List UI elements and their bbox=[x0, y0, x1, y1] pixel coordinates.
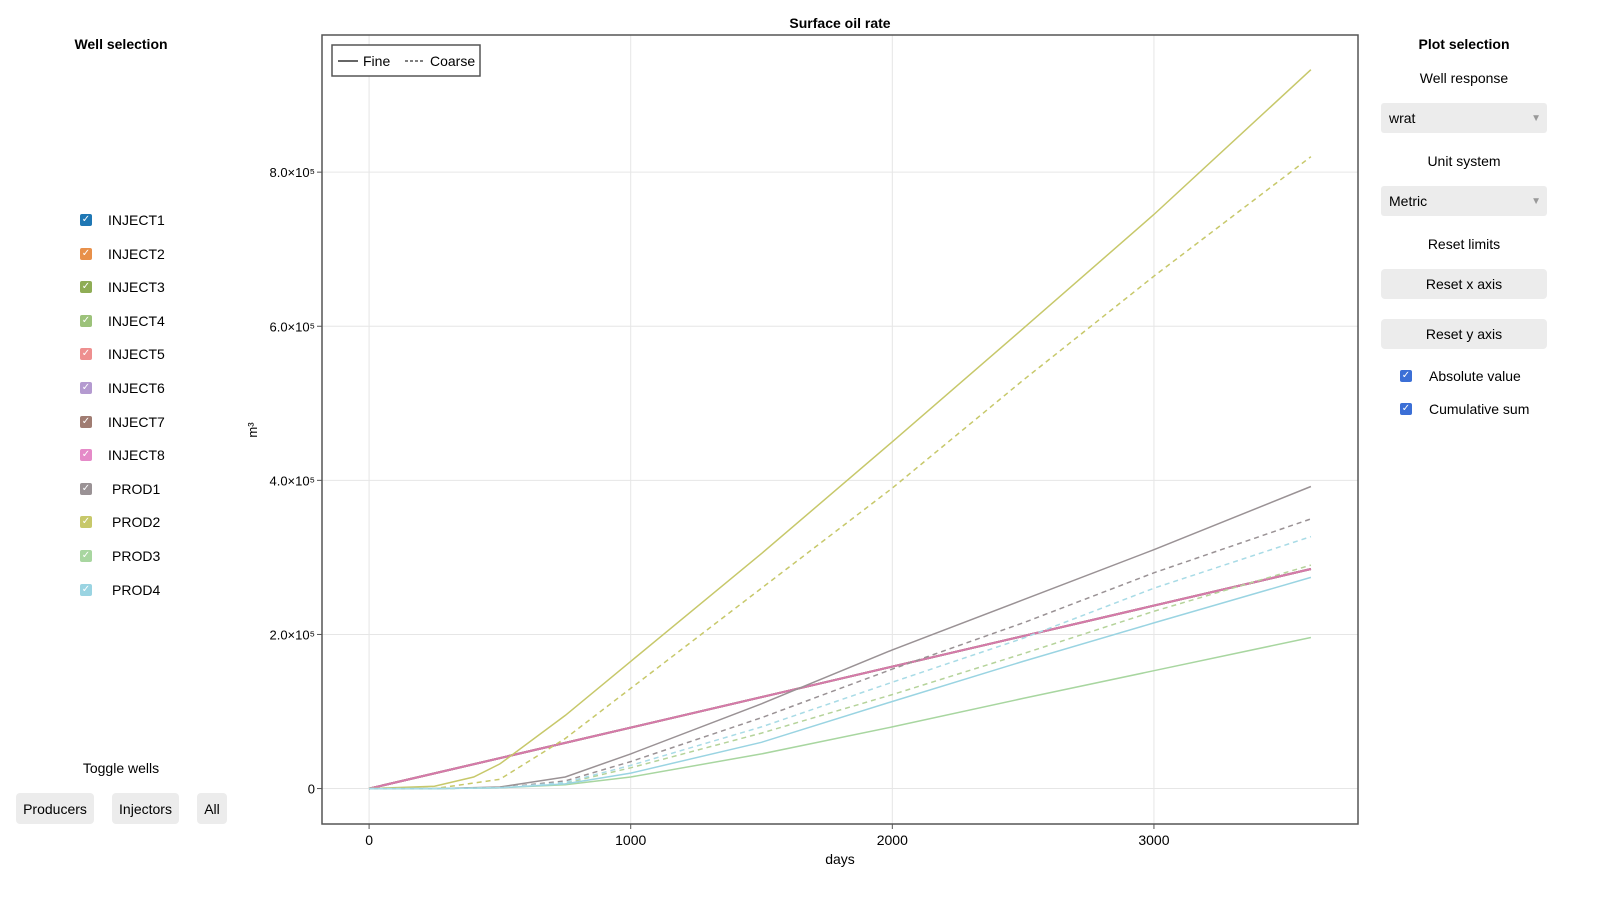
legend-fine-label: Fine bbox=[363, 53, 390, 69]
check-icon: ✓ bbox=[80, 516, 92, 529]
well-label: INJECT7 bbox=[108, 413, 165, 430]
plot-selection-title: Plot selection bbox=[1418, 36, 1510, 52]
series-line-inject8-fine bbox=[368, 568, 1312, 790]
well-label: INJECT5 bbox=[108, 346, 165, 363]
well-toggle-inject7[interactable]: ✓ INJECT7 bbox=[80, 412, 165, 432]
well-selection-title: Well selection bbox=[74, 36, 168, 52]
toggle-wells-label: Toggle wells bbox=[82, 760, 160, 776]
x-tick-label: 0 bbox=[365, 832, 373, 848]
check-icon: ✓ bbox=[80, 550, 92, 562]
cumulative-sum-label: Cumulative sum bbox=[1429, 401, 1530, 417]
absolute-value-checkbox[interactable]: ✓ Absolute value bbox=[1400, 368, 1521, 384]
well-toggle-inject3[interactable]: ✓ INJECT3 bbox=[80, 277, 165, 297]
series-line-prod4-fine bbox=[369, 576, 1312, 790]
check-icon: ✓ bbox=[1400, 370, 1412, 382]
y-tick-label: 6.0×10⁵ bbox=[269, 319, 315, 334]
unit-system-value: Metric bbox=[1389, 193, 1428, 209]
x-tick-label: 1000 bbox=[615, 832, 646, 848]
well-label: INJECT2 bbox=[108, 245, 165, 262]
series-line-prod3-coarse bbox=[369, 564, 1312, 790]
well-label: INJECT6 bbox=[108, 380, 165, 396]
well-toggle-inject2[interactable]: ✓ INJECT2 bbox=[80, 244, 165, 264]
well-toggle-prod3[interactable]: ✓ PROD3 bbox=[80, 546, 160, 566]
y-axis-label: m³ bbox=[245, 422, 260, 438]
x-axis-label: days bbox=[825, 851, 855, 867]
well-toggle-prod2[interactable]: ✓ PROD2 bbox=[80, 512, 160, 532]
well-toggle-prod4[interactable]: ✓ PROD4 bbox=[80, 580, 160, 600]
producers-button[interactable]: Producers bbox=[16, 793, 94, 824]
series-line-prod2-coarse bbox=[369, 156, 1312, 790]
well-toggle-inject4[interactable]: ✓ INJECT4 bbox=[80, 311, 165, 331]
well-label: INJECT8 bbox=[108, 447, 165, 464]
check-icon: ✓ bbox=[80, 449, 92, 462]
check-icon: ✓ bbox=[1400, 403, 1412, 415]
well-label: INJECT3 bbox=[108, 279, 165, 296]
series-line-prod3-fine bbox=[369, 636, 1312, 790]
unit-system-label: Unit system bbox=[1427, 153, 1501, 169]
well-toggle-inject6[interactable]: ✓ INJECT6 bbox=[80, 378, 165, 398]
x-tick-label: 2000 bbox=[877, 832, 908, 848]
chevron-down-icon: ▼ bbox=[1531, 112, 1541, 124]
well-label: PROD4 bbox=[112, 581, 161, 598]
check-icon: ✓ bbox=[80, 415, 92, 428]
well-label: INJECT1 bbox=[108, 212, 165, 228]
absolute-value-label: Absolute value bbox=[1429, 368, 1521, 384]
well-label: INJECT4 bbox=[108, 312, 165, 329]
well-response-value: wrat bbox=[1389, 110, 1416, 126]
series-line-prod4-coarse bbox=[369, 535, 1312, 790]
y-tick-label: 4.0×10⁵ bbox=[269, 473, 315, 488]
well-toggle-inject1[interactable]: ✓ INJECT1 bbox=[80, 210, 165, 230]
injectors-button[interactable]: Injectors bbox=[112, 793, 179, 824]
well-toggle-prod1[interactable]: ✓ PROD1 bbox=[80, 479, 160, 499]
well-label: PROD2 bbox=[112, 514, 161, 531]
well-toggle-inject5[interactable]: ✓ INJECT5 bbox=[80, 344, 165, 364]
check-icon: ✓ bbox=[80, 583, 92, 596]
y-tick-label: 0 bbox=[308, 782, 315, 797]
plot-frame bbox=[321, 34, 1359, 825]
check-icon: ✓ bbox=[80, 314, 92, 327]
check-icon: ✓ bbox=[80, 281, 92, 294]
chart-legend: Fine Coarse bbox=[331, 44, 481, 77]
series-line-prod1-fine bbox=[369, 485, 1312, 790]
x-tick-label: 3000 bbox=[1138, 832, 1169, 848]
y-tick-label: 2.0×10⁵ bbox=[269, 627, 315, 642]
series-line-prod2-fine bbox=[369, 69, 1312, 790]
cumulative-sum-checkbox[interactable]: ✓ Cumulative sum bbox=[1400, 401, 1529, 417]
y-tick-label: 8.0×10⁵ bbox=[269, 165, 315, 180]
check-icon: ✓ bbox=[80, 348, 92, 361]
reset-x-axis-button[interactable]: Reset x axis bbox=[1381, 269, 1547, 299]
chart-title: Surface oil rate bbox=[789, 15, 890, 31]
well-response-dropdown[interactable]: wrat ▼ bbox=[1381, 103, 1547, 133]
legend-coarse-label: Coarse bbox=[430, 53, 475, 69]
check-icon: ✓ bbox=[80, 214, 92, 226]
unit-system-dropdown[interactable]: Metric ▼ bbox=[1381, 186, 1547, 216]
reset-y-axis-button[interactable]: Reset y axis bbox=[1381, 319, 1547, 349]
all-button[interactable]: All bbox=[197, 793, 227, 824]
series-line-prod1-coarse bbox=[369, 518, 1312, 790]
well-label: PROD3 bbox=[112, 548, 161, 564]
reset-limits-label: Reset limits bbox=[1427, 236, 1501, 252]
check-icon: ✓ bbox=[80, 247, 92, 260]
chevron-down-icon: ▼ bbox=[1531, 195, 1541, 207]
check-icon: ✓ bbox=[80, 482, 92, 495]
check-icon: ✓ bbox=[80, 382, 92, 394]
well-toggle-inject8[interactable]: ✓ INJECT8 bbox=[80, 445, 165, 465]
well-label: PROD1 bbox=[112, 480, 161, 497]
well-response-label: Well response bbox=[1419, 70, 1509, 86]
